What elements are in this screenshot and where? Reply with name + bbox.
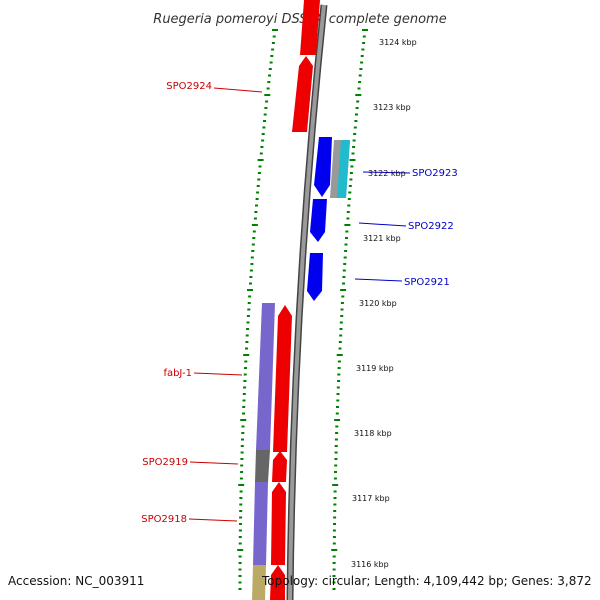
- gene-arrow-SPO2923: [314, 137, 332, 197]
- cog-segment-SPO2919: [255, 450, 270, 482]
- accession-text: Accession: NC_003911: [8, 574, 145, 588]
- leader-SPO2924: [213, 87, 263, 93]
- leader-SPO2922: [358, 222, 407, 227]
- tick-label-3123: 3123 kbp: [373, 103, 411, 112]
- leader-SPO2923: [362, 171, 411, 174]
- leader-SPO2921: [354, 278, 403, 282]
- gene-arrow-SPO2918: [271, 482, 286, 565]
- gene-label-SPO2919: SPO2919: [142, 457, 188, 468]
- map-title: Ruegeria pomeroyi DSS-3, complete genome: [153, 12, 446, 27]
- leader-fabJ-1: [193, 372, 243, 376]
- tick-label-3124: 3124 kbp: [379, 38, 417, 47]
- cog-segment-SPO2918: [253, 482, 268, 565]
- tick-label-3118: 3118 kbp: [354, 429, 392, 438]
- inner-tick-ruler: [237, 29, 278, 590]
- gene-label-leaders: [188, 87, 411, 522]
- tick-label-3117: 3117 kbp: [352, 494, 390, 503]
- tick-label-3121: 3121 kbp: [363, 234, 401, 243]
- outer-tick-ruler: [331, 29, 368, 590]
- gene-label-SPO2924: SPO2924: [166, 81, 212, 92]
- gene-arrow-SPO2919: [272, 451, 287, 482]
- gene-labels: SPO2924 SPO2923 SPO2922 SPO2921 fabJ-1 S…: [141, 81, 457, 525]
- genome-backbone: [288, 4, 326, 600]
- gene-label-SPO2923: SPO2923: [412, 168, 458, 179]
- tick-label-3122: 3122 kbp: [368, 169, 406, 178]
- forward-strand-genes: [270, 0, 320, 600]
- tick-label-3120: 3120 kbp: [359, 299, 397, 308]
- gene-arrow-fabJ-1: [273, 305, 292, 452]
- gene-arrow-top: [300, 0, 320, 55]
- gene-label-fabJ-1: fabJ-1: [163, 368, 192, 379]
- leader-SPO2919: [189, 461, 239, 465]
- reverse-strand-genes: [307, 137, 332, 301]
- tick-label-3119: 3119 kbp: [356, 364, 394, 373]
- leader-SPO2918: [188, 518, 238, 522]
- topology-text: Topology: circular; Length: 4,109,442 bp…: [262, 574, 592, 588]
- cog-band: [252, 140, 350, 600]
- gene-arrow-SPO2921: [307, 253, 323, 301]
- gene-arrow-SPO2922: [310, 199, 327, 242]
- gene-arrow-next: [270, 565, 285, 600]
- gene-label-SPO2918: SPO2918: [141, 514, 187, 525]
- kbp-tick-labels: 3124 kbp 3123 kbp 3122 kbp 3121 kbp 3120…: [351, 38, 417, 569]
- gene-label-SPO2922: SPO2922: [408, 221, 454, 232]
- cog-segment-fabJ-1: [256, 303, 275, 450]
- cog-segment-SPO2923-accent: [337, 140, 350, 198]
- cog-segment-next: [252, 565, 266, 600]
- tick-label-3116: 3116 kbp: [351, 560, 389, 569]
- gene-arrow-SPO2924: [292, 56, 313, 132]
- gene-label-SPO2921: SPO2921: [404, 277, 450, 288]
